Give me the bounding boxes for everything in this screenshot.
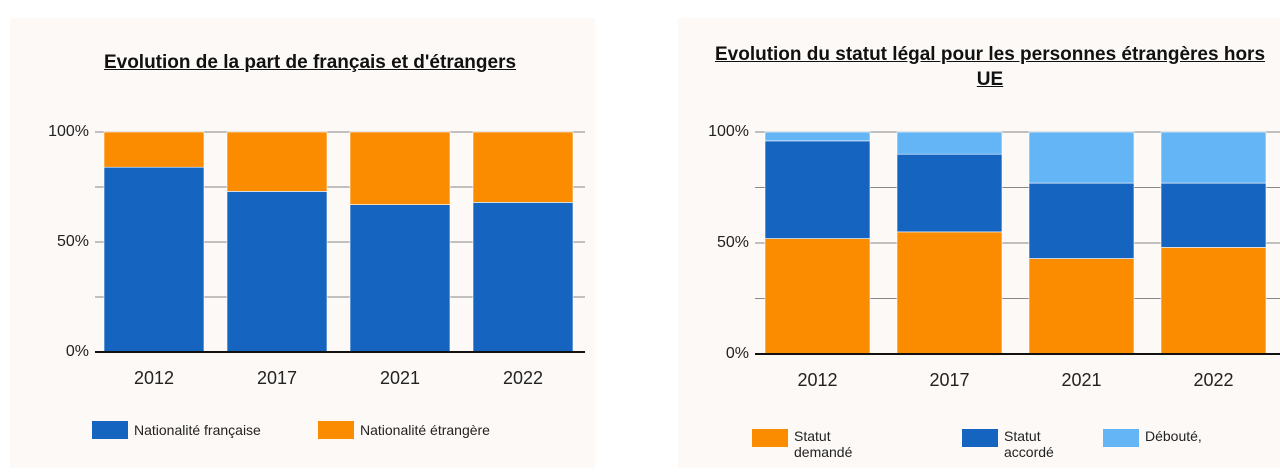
- x-tick-label: 2017: [929, 370, 969, 390]
- bar-segment: [1160, 247, 1267, 355]
- chart-title: Evolution du statut légal pour les perso…: [714, 44, 1266, 90]
- y-tick-label: 100%: [48, 123, 89, 140]
- legend-label-box: Débouté,: [1145, 428, 1202, 444]
- bar-segment: [103, 166, 205, 353]
- bar-segment: [472, 131, 574, 203]
- bar-segment: [1028, 258, 1135, 355]
- legend-label-box: Statut accordé: [1004, 428, 1054, 460]
- y-tick-label: 50%: [57, 233, 89, 250]
- legend-swatch: [318, 421, 354, 439]
- bar-segment: [1160, 182, 1267, 248]
- bar-segment: [896, 231, 1003, 355]
- y-tick-label: 0%: [726, 345, 749, 362]
- bar-segment: [103, 131, 205, 168]
- legend-swatch: [752, 429, 788, 447]
- bar-segment: [896, 153, 1003, 233]
- legend-swatch: [1103, 429, 1139, 447]
- x-tick-label: 2022: [503, 368, 543, 388]
- x-tick-label: 2017: [257, 368, 297, 388]
- legend-label: Nationalité étrangère: [360, 422, 490, 438]
- legend-swatch: [962, 429, 998, 447]
- bar-segment: [472, 202, 574, 353]
- x-tick-label: 2021: [1061, 370, 1101, 390]
- legend-label-box: Nationalité étrangère: [360, 422, 490, 438]
- y-tick-label: 100%: [708, 123, 749, 140]
- bar-segment: [226, 191, 328, 353]
- bar-segment: [764, 140, 871, 239]
- bar-segment: [1028, 131, 1135, 184]
- legend-label: Statut accordé: [1004, 428, 1054, 460]
- legend-label: Nationalité française: [134, 422, 261, 438]
- legend-label: Débouté,: [1145, 428, 1202, 444]
- legend-label-box: Nationalité française: [134, 422, 261, 438]
- x-tick-label: 2012: [797, 370, 837, 390]
- legend-label-box: Statut demandé: [794, 428, 853, 460]
- x-tick-label: 2021: [380, 368, 420, 388]
- chart-title-box: Evolution du statut légal pour les perso…: [714, 44, 1266, 90]
- bar-segment: [1028, 182, 1135, 259]
- legend-label: Statut demandé: [794, 428, 853, 460]
- bar-segment: [349, 131, 451, 205]
- bar-segment: [349, 204, 451, 353]
- y-tick-label: 50%: [717, 234, 749, 251]
- x-tick-label: 2022: [1193, 370, 1233, 390]
- x-tick-label: 2012: [134, 368, 174, 388]
- bar-segment: [896, 131, 1003, 155]
- bar-segment: [764, 238, 871, 355]
- chart-title: Evolution de la part de français et d'ét…: [103, 52, 517, 73]
- bar-segment: [226, 131, 328, 192]
- legend-swatch: [92, 421, 128, 439]
- chart-title-box: Evolution de la part de français et d'ét…: [103, 52, 517, 73]
- bar-segment: [764, 131, 871, 142]
- bar-segment: [1160, 131, 1267, 184]
- y-tick-label: 0%: [66, 343, 89, 360]
